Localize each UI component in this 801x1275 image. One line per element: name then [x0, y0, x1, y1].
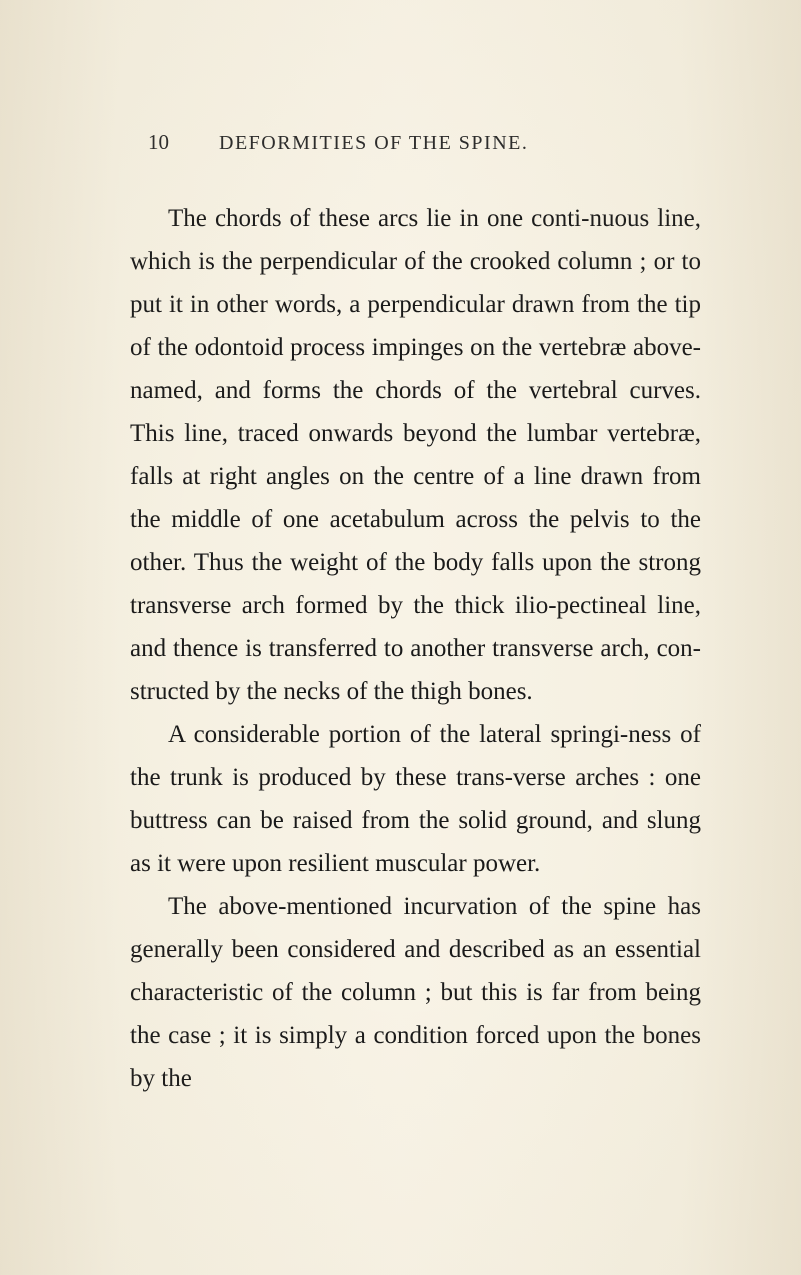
document-page: 10 DEFORMITIES OF THE SPINE. The chords … [0, 0, 801, 1275]
paragraph-1: The chords of these arcs lie in one cont… [130, 197, 701, 713]
page-number: 10 [148, 130, 169, 155]
paragraph-3: The above-mentioned incurvation of the s… [130, 885, 701, 1100]
chapter-title: DEFORMITIES OF THE SPINE. [219, 132, 528, 155]
body-text: The chords of these arcs lie in one cont… [130, 197, 701, 1100]
paragraph-2: A considerable portion of the lateral sp… [130, 713, 701, 885]
page-header: 10 DEFORMITIES OF THE SPINE. [130, 130, 701, 155]
